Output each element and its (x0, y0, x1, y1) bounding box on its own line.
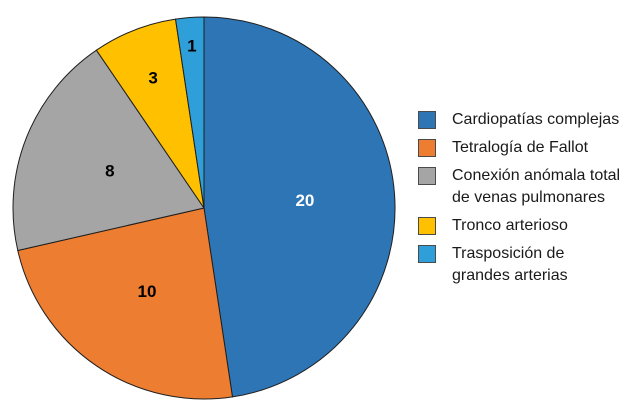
legend-label-line-2: de venas pulmonares (452, 189, 605, 206)
legend-item-cardiopatias-complejas: Cardiopatías complejas (418, 109, 634, 131)
data-label-trasposicion-de-grandes-arterias: 1 (187, 37, 196, 56)
data-label-tetralogia-de-fallot: 10 (138, 282, 157, 301)
legend-label-line-2: grandes arterias (452, 267, 568, 284)
legend-label: Cardiopatías complejas (452, 111, 620, 128)
data-label-cardiopatias-complejas: 20 (295, 191, 314, 210)
legend-item-tetralogia-de-fallot: Tetralogía de Fallot (418, 137, 634, 159)
pie-slice-conexion-anomala-total-de-venas-pulmonares (12, 49, 205, 252)
legend-item-trasposicion: Trasposición de grandes arterias (418, 243, 634, 287)
legend-label: Tronco arterioso (452, 217, 568, 234)
legend-label-line-1: Trasposición de (452, 245, 565, 262)
pie-slice-trasposicion-de-grandes-arterias (174, 16, 205, 209)
legend-item-tronco-arterioso: Tronco arterioso (418, 215, 634, 237)
legend-label: Tetralogía de Fallot (452, 139, 589, 156)
pie-chart-plot: 20 10 8 3 1 (12, 16, 396, 400)
legend-swatch (418, 167, 436, 185)
pie-slice-tetralogia-de-fallot (17, 207, 234, 400)
legend: Cardiopatías complejas Tetralogía de Fal… (418, 109, 634, 293)
legend-swatch (418, 139, 436, 157)
legend-label-line-1: Conexión anómala total (452, 167, 621, 184)
legend-swatch (418, 111, 436, 129)
pie-slice-cardiopatias-complejas (203, 16, 396, 398)
data-label-tronco-arterioso: 3 (148, 69, 157, 88)
legend-swatch (418, 245, 436, 263)
legend-swatch (418, 217, 436, 235)
legend-item-conexion-anomala: Conexión anómala total de venas pulmonar… (418, 165, 634, 209)
data-label-conexion-anomala-total-de-venas-pulmonares: 8 (105, 162, 114, 181)
